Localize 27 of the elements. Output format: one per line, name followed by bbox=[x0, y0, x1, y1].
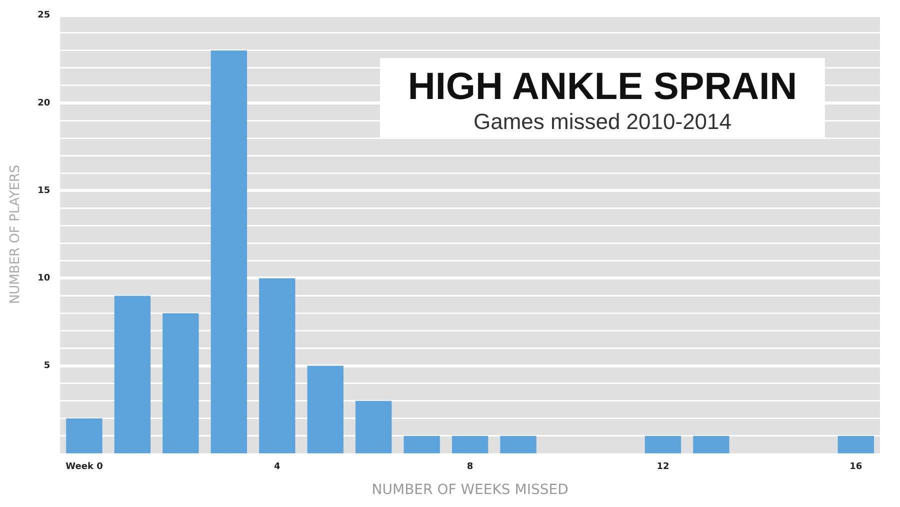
bar bbox=[307, 366, 344, 454]
bar bbox=[838, 436, 874, 454]
x-tick-label: 8 bbox=[466, 462, 474, 472]
y-axis-title: NUMBER OF PLAYERS bbox=[8, 164, 24, 304]
x-tick-label: 12 bbox=[656, 462, 670, 472]
bar bbox=[66, 418, 102, 454]
bar bbox=[210, 50, 248, 454]
y-tick-label: 5 bbox=[44, 361, 50, 372]
bar bbox=[259, 278, 296, 454]
y-tick-label: 15 bbox=[38, 186, 50, 196]
x-tick-label: Week 0 bbox=[66, 462, 103, 472]
bar bbox=[162, 313, 199, 454]
bar bbox=[356, 400, 392, 454]
text: HIGH ANKLE SPRAIN bbox=[406, 66, 798, 109]
y-tick-label: 25 bbox=[38, 10, 50, 21]
text: Games missed 2010-2014 bbox=[472, 109, 733, 135]
y-tick-label: 10 bbox=[38, 274, 50, 284]
y-tick-label: 20 bbox=[38, 98, 50, 108]
bar bbox=[404, 436, 440, 454]
bar bbox=[114, 296, 151, 454]
x-tick-label: 16 bbox=[850, 462, 862, 472]
bar bbox=[500, 436, 536, 454]
x-axis-title: NUMBER OF WEEKS MISSED bbox=[372, 482, 568, 498]
x-tick-label: 4 bbox=[274, 462, 280, 472]
bar bbox=[452, 436, 488, 454]
bar bbox=[693, 436, 730, 454]
bar bbox=[644, 436, 682, 454]
